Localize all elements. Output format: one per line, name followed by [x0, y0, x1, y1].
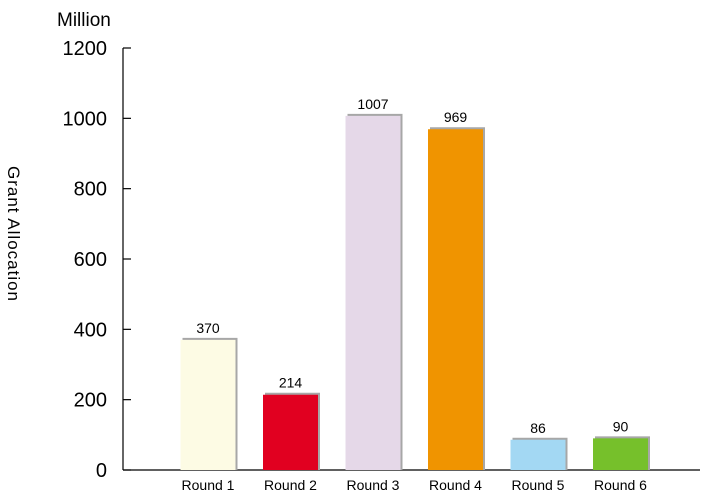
x-tick-label: Round 4	[429, 477, 482, 493]
unit-label: Million	[57, 10, 111, 31]
x-tick-label: Round 3	[347, 477, 400, 493]
data-label: 969	[444, 109, 468, 125]
y-tick-label: 0	[96, 460, 107, 482]
y-tick-label: 400	[74, 319, 107, 341]
bar-2	[263, 394, 318, 470]
y-tick-label: 1000	[63, 108, 108, 130]
y-axis-label: Grant Allocation	[4, 166, 23, 302]
bar-4	[428, 129, 483, 471]
y-tick-label: 600	[74, 249, 107, 271]
x-tick-label: Round 5	[512, 477, 565, 493]
data-label: 1007	[357, 96, 388, 112]
bars: 370 Round 1 214 Round 2 1007 Round 3 969 Round …	[180, 96, 650, 493]
data-label: 86	[530, 420, 546, 436]
y-tick-label: 200	[74, 390, 107, 412]
data-label: 370	[196, 320, 220, 336]
bar-3	[345, 115, 401, 470]
y-tick-label: 800	[74, 179, 107, 201]
axes: 0 200 400 600 800 1000 1200	[63, 38, 700, 482]
x-tick-label: Round 1	[182, 477, 235, 493]
data-label: 214	[279, 375, 303, 391]
data-label: 90	[613, 418, 629, 434]
bar-6	[593, 438, 648, 470]
y-tick-label: 1200	[63, 38, 108, 60]
bar-5	[510, 439, 566, 470]
bar-1	[180, 339, 236, 470]
x-tick-label: Round 6	[594, 477, 647, 493]
x-tick-label: Round 2	[264, 477, 317, 493]
